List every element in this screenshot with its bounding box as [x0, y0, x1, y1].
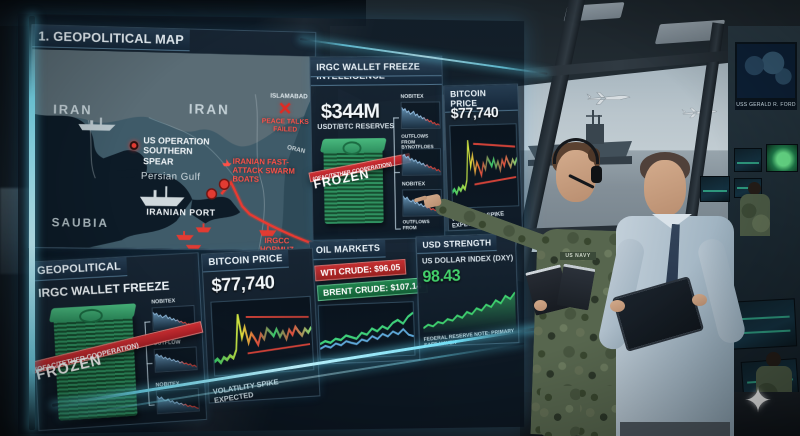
sparkle-watermark-icon: ✦: [743, 382, 773, 420]
map-body[interactable]: IRAN IRAN SAUBIA ORAN ISLAMABAD ✕ PEACE …: [29, 49, 315, 251]
shirt-arm: [596, 236, 647, 352]
map-label-iran-east: IRAN: [188, 100, 230, 118]
workstation-monitor[interactable]: [700, 176, 730, 202]
mini-chart-bottom-caption: OUTFLOWS FROM: [402, 219, 430, 231]
wall-display-caption: USS GERALD R. FORD: [735, 100, 797, 110]
map-label-persian-gulf: Persian Gulf: [140, 170, 201, 183]
outflow-mini-chart-3[interactable]: [402, 188, 443, 217]
usd-index-value: 98.43: [422, 265, 461, 286]
reserves-amount: $344M: [320, 100, 380, 124]
connector-stub: [144, 321, 151, 323]
bitcoin-top-caption: VOLATILITY SPIKE EXPECTED: [451, 210, 505, 230]
outflow-mini-chart-1[interactable]: [400, 101, 441, 130]
screen-left-glow-edge: [29, 16, 35, 430]
operation-marker-icon: [129, 141, 139, 151]
bitcoin-top-chart: [449, 123, 520, 209]
usd-index-label: US DOLLAR INDEX (DXY): [421, 253, 514, 266]
bitcoin-top-price: $77,740: [450, 104, 499, 123]
geo-bottom-subtitle: IRGC WALLET FREEZE: [37, 278, 170, 301]
map-label-saudi: SAUBIA: [51, 215, 110, 231]
mini-chart-label-1: NOBITEX: [151, 298, 176, 306]
outflow-mini-chart-3[interactable]: [155, 387, 200, 415]
connector-stub: [395, 228, 401, 230]
financial-intelligence-panel[interactable]: 2. FINANCIAL INTELLIGENCE IRGC WALLET FR…: [308, 55, 446, 241]
bitcoin-bottom-title: BITCOIN PRICE: [202, 249, 289, 273]
map-label-iranian-port: IRANIAN PORT: [146, 206, 216, 218]
mini-chart-label-3: NOBITEX: [401, 181, 426, 188]
geopolitical-map-panel[interactable]: 1. GEOPOLITICAL MAP: [28, 24, 317, 252]
map-label-swarm-boats: IRANIAN FAST-ATTACK SWARM BOATS: [232, 156, 295, 185]
operator-head: [766, 352, 781, 367]
usd-panel-title: USD STRENGTH: [416, 234, 498, 255]
mini-chart-label-1: NOBITEX: [400, 93, 424, 100]
operator-head: [748, 182, 761, 195]
oil-markets-panel[interactable]: OIL MARKETS WTI CRUDE: $96.05 BRENT CRUD…: [308, 237, 428, 366]
map-label-us-operation: US OPERATION SOUTHERN SPEAR: [143, 135, 210, 167]
airplane-icon: [586, 92, 631, 105]
outflow-mini-chart-2[interactable]: [401, 148, 442, 176]
wall-map-display[interactable]: [735, 42, 797, 100]
tablet-holding-hand: [692, 294, 707, 306]
open-book-right-page: [556, 263, 596, 311]
uniform-name-tape: US NAVY: [560, 252, 596, 260]
x-mark-icon: ✕: [277, 98, 293, 119]
map-terrain: [29, 49, 315, 251]
outflow-mini-chart-1[interactable]: [151, 304, 196, 332]
tablet-holding-hand: [610, 300, 625, 312]
red-boat-icon: [222, 159, 232, 167]
operator-silhouette: [740, 194, 770, 236]
usd-strength-panel[interactable]: USD STRENGTH US DOLLAR INDEX (DXY) 98.43…: [415, 232, 520, 349]
wti-crude-badge: WTI CRUDE: $96.05: [314, 258, 407, 282]
connector-stub: [148, 404, 155, 406]
connector-stub: [393, 117, 399, 119]
open-book-left-page: [525, 264, 571, 316]
brent-crude-badge: BRENT CRUDE: $107.14: [316, 277, 428, 302]
reserves-caption: USDT/BTC RESERVES: [317, 121, 395, 132]
connector-stub: [394, 171, 400, 174]
outflow-mini-chart-2[interactable]: [153, 346, 198, 373]
geopolitical-bottom-panel[interactable]: GEOPOLITICAL IRGC WALLET FREEZE FROZEN (…: [29, 252, 208, 432]
workstation-monitor[interactable]: [728, 298, 798, 350]
map-label-peace-talks: PEACE TALKS FAILED: [261, 118, 309, 134]
holographic-dashboard-screen[interactable]: 1. GEOPOLITICAL MAP: [18, 14, 525, 434]
usd-chart: [422, 284, 517, 333]
oil-panel-title: OIL MARKETS: [309, 239, 387, 261]
connector-stub: [146, 362, 153, 365]
workstation-monitor[interactable]: [766, 144, 798, 172]
financial-panel-subtitle: IRGC WALLET FREEZE: [310, 58, 442, 78]
workstation-monitor[interactable]: [734, 148, 762, 172]
map-panel-title: 1. GEOPOLITICAL MAP: [32, 25, 190, 52]
bitcoin-price-panel-top[interactable]: BITCOIN PRICE $77,740 VOLATILITY SPIKE E…: [443, 83, 523, 232]
geo-bottom-title: GEOPOLITICAL: [30, 257, 128, 282]
map-label-iran-west: IRAN: [53, 101, 93, 118]
bitcoin-bottom-price: $77,740: [211, 272, 275, 297]
book-holding-hand: [534, 300, 547, 311]
